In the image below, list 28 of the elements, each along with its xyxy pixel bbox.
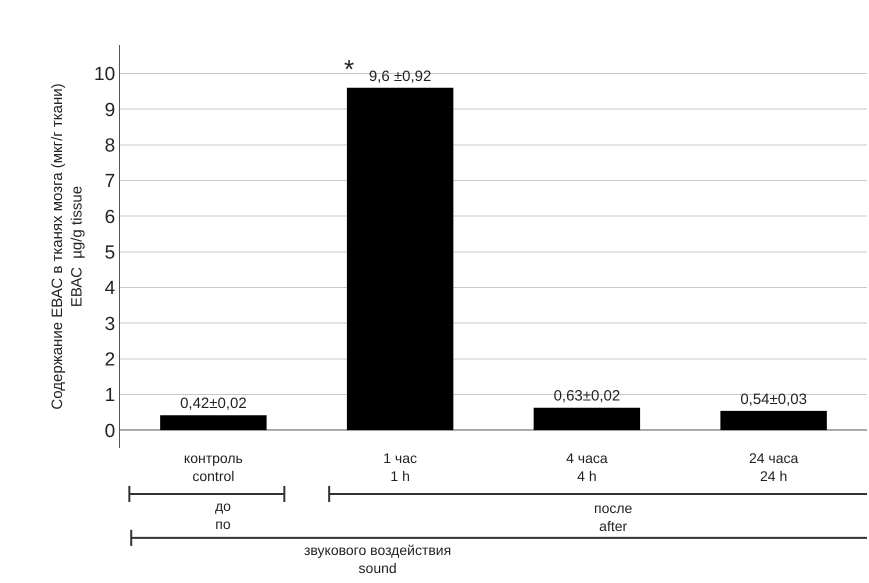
bar [534,408,640,430]
y-axis-title: Содержание ЕВАС в тканях мозга (мкг/г ткани) ЕВАС µg/g tissue [48,83,86,410]
y-tick-label: 9 [104,100,116,121]
data-label: 0,42±0,02 [180,395,247,412]
y-tick-label: 7 [104,171,116,192]
y-tick-label: 1 [104,385,116,406]
bar [720,410,827,430]
bar [346,88,454,430]
x-tick-label: 4 часа 4 h [566,450,608,484]
x-tick-label: 1 час 1 h [383,450,418,484]
text: до по [215,498,232,532]
data-label: 9,6 ±0,92 [368,68,432,85]
annotation: * [344,54,354,84]
bar [160,415,267,430]
data-label: 0,63±0,02 [554,388,620,405]
text: звукового воздействия sound [304,542,452,576]
y-tick-label: 4 [104,278,116,300]
text: после after [594,500,633,534]
x-tick-label: контроль control [184,450,243,484]
y-tick-label: 6 [104,206,116,228]
y-tick-label: 10 [94,64,116,86]
y-tick-label: 8 [104,136,116,157]
y-tick-label: 0 [104,420,116,442]
data-label: 0,54±0,03 [740,390,807,408]
y-tick-label: 3 [104,314,116,335]
y-tick-label: 2 [104,349,116,370]
y-tick-label: 5 [104,242,116,264]
x-tick-label: 24 часа 24 h [748,450,799,484]
